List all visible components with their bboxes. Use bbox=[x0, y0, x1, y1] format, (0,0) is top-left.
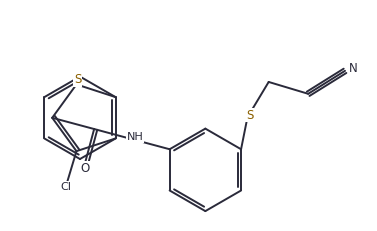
Text: S: S bbox=[246, 109, 253, 122]
Text: NH: NH bbox=[127, 132, 144, 142]
Text: S: S bbox=[74, 73, 81, 86]
Text: N: N bbox=[349, 62, 357, 75]
Text: Cl: Cl bbox=[60, 182, 72, 192]
Text: O: O bbox=[80, 162, 89, 175]
